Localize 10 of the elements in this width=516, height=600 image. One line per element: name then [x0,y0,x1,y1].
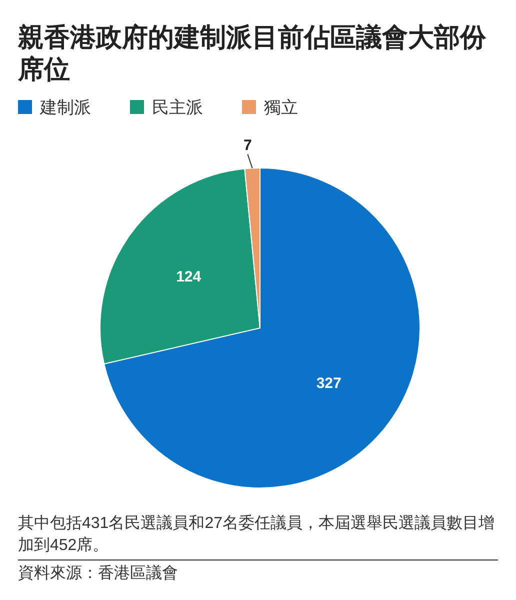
data-label: 124 [176,268,202,286]
text: 其中包括431名民選議員和27名委任議員，本屆選舉民選議員數目增加到452席。 [18,514,494,554]
pie-slice [104,168,420,488]
legend-label: 獨立 [264,98,298,117]
data-label: 327 [316,374,342,392]
data-label: 7 [243,137,252,154]
legend-label: 民主派 [152,98,203,117]
source-note: 資料來源：香港區議會 [18,564,178,582]
chart-title: 親香港政府的建制派目前佔區議會大部份席位 [17,22,487,84]
legend-label: 建制派 [39,98,91,117]
